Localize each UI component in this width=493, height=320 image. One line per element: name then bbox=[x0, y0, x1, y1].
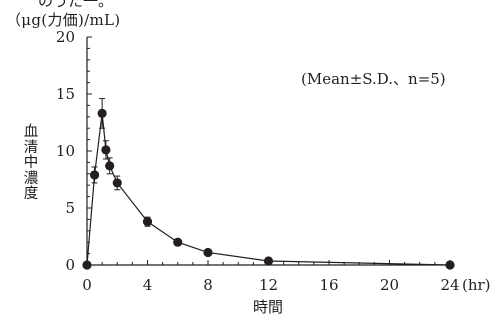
x-tick-label: 12 bbox=[259, 276, 278, 294]
data-point bbox=[142, 217, 153, 227]
y-axis-label-char: 清 bbox=[23, 139, 39, 156]
data-point bbox=[97, 108, 107, 118]
y-tick-label: 5 bbox=[65, 199, 75, 217]
x-tick-label: 4 bbox=[143, 276, 153, 294]
x-axis-unit: (hr) bbox=[462, 276, 491, 294]
x-tick-label: 20 bbox=[380, 276, 399, 294]
x-tick-label: 8 bbox=[203, 276, 213, 294]
y-axis-label-char: 中 bbox=[23, 155, 39, 171]
x-tick-label: 16 bbox=[319, 276, 338, 294]
y-axis-label-char: 濃 bbox=[23, 170, 39, 187]
x-axis-label: 時間 bbox=[252, 298, 284, 316]
data-point bbox=[82, 260, 92, 270]
x-tick-label: 0 bbox=[82, 276, 92, 294]
chart-annotation: (Mean±S.D.、n=5) bbox=[301, 70, 446, 88]
header-text-fragment: のうた一。 bbox=[38, 0, 114, 10]
y-tick-label: 15 bbox=[56, 85, 75, 103]
x-tick-label: 24 bbox=[440, 276, 459, 294]
unit-label: （μg(力価)/mL) bbox=[6, 11, 121, 29]
data-point bbox=[101, 145, 111, 155]
data-point bbox=[112, 178, 122, 188]
y-axis-label: 血清中濃度 bbox=[22, 124, 40, 203]
data-point bbox=[203, 247, 213, 258]
y-axis-label-char: 度 bbox=[23, 186, 39, 202]
data-point bbox=[445, 260, 455, 270]
axes: 0 5 10 15 20 0 4 8 12 16 20 24 (hr) bbox=[56, 28, 491, 294]
data-point bbox=[173, 237, 183, 247]
data-point bbox=[263, 256, 274, 266]
series-line bbox=[86, 113, 451, 266]
data-point bbox=[89, 170, 100, 180]
y-tick-label: 20 bbox=[56, 28, 75, 46]
y-tick-label: 0 bbox=[65, 256, 75, 274]
series-group bbox=[82, 98, 455, 270]
y-axis-label-char: 血 bbox=[23, 124, 39, 140]
y-tick-label: 10 bbox=[56, 142, 75, 160]
data-point bbox=[105, 161, 115, 171]
